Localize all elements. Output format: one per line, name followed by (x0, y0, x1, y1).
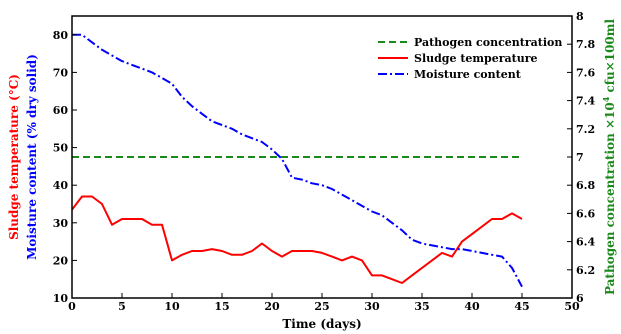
x-axis-label: Time (days) (282, 317, 361, 331)
x-tick-label: 35 (414, 300, 429, 313)
x-tick-label: 5 (118, 300, 126, 313)
right-label-superscript: 4 (601, 96, 611, 102)
y-right-tick-label: 7.4 (576, 95, 595, 108)
tick-layer: 0 5 10 15 20 25 30 35 40 45 50 10 20 30 40 50 60 70 80 6 6.2… (53, 10, 596, 313)
y-right-tick-label: 7.8 (576, 38, 595, 51)
series-layer (71, 33, 523, 288)
y-left-tick-label: 10 (53, 292, 69, 305)
legend-label-moisture-content: Moisture content (414, 68, 522, 81)
x-tick-label: 30 (364, 300, 380, 313)
right-label-unit: cfu×100ml (603, 19, 617, 97)
legend: Pathogen concentration Sludge temperature… (378, 36, 562, 81)
x-tick-label: 0 (68, 300, 76, 313)
y-left-tick-label: 30 (53, 217, 69, 230)
x-tick-label: 20 (264, 300, 280, 313)
y-right-tick-label: 7 (576, 151, 584, 164)
y-right-tick-label: 6.4 (576, 236, 595, 249)
x-tick-label: 45 (514, 300, 529, 313)
y-right-tick-label: 7.2 (576, 123, 595, 136)
y-left-tick-label: 80 (53, 29, 69, 42)
y-right-tick-label: 6.8 (576, 179, 595, 192)
y-left-tick-label: 40 (53, 179, 69, 192)
y-right-tick-label: 7.6 (576, 66, 595, 79)
x-tick-label: 10 (164, 300, 180, 313)
y-left-tick-label: 70 (53, 66, 69, 79)
x-tick-label: 50 (564, 300, 580, 313)
y-right-tick-label: 6.6 (576, 207, 595, 220)
y-axis-label-right: Pathogen concentration ×104 cfu×100ml (601, 19, 617, 296)
y-right-tick-label: 6.2 (576, 264, 595, 277)
x-tick-label: 40 (464, 300, 480, 313)
legend-label-pathogen-concentration: Pathogen concentration (414, 36, 562, 49)
right-label-main: Pathogen concentration ×10 (603, 102, 617, 295)
series-sludge-temperature (71, 195, 523, 284)
series-moisture-content (72, 33, 523, 288)
y-right-tick-label: 6 (576, 292, 584, 305)
y-left-tick-label: 60 (53, 104, 69, 117)
y-right-tick-label: 8 (576, 10, 584, 23)
y-left-tick-label: 20 (53, 254, 69, 267)
x-tick-label: 25 (314, 300, 329, 313)
y-left-tick-label: 50 (53, 142, 69, 155)
y-axis-label-moisture: Moisture content (% dry solid) (25, 54, 39, 260)
legend-label-sludge-temperature: Sludge temperature (414, 52, 538, 65)
x-tick-label: 15 (214, 300, 229, 313)
y-axis-label-temperature: Sludge temperature (°C) (7, 74, 21, 240)
